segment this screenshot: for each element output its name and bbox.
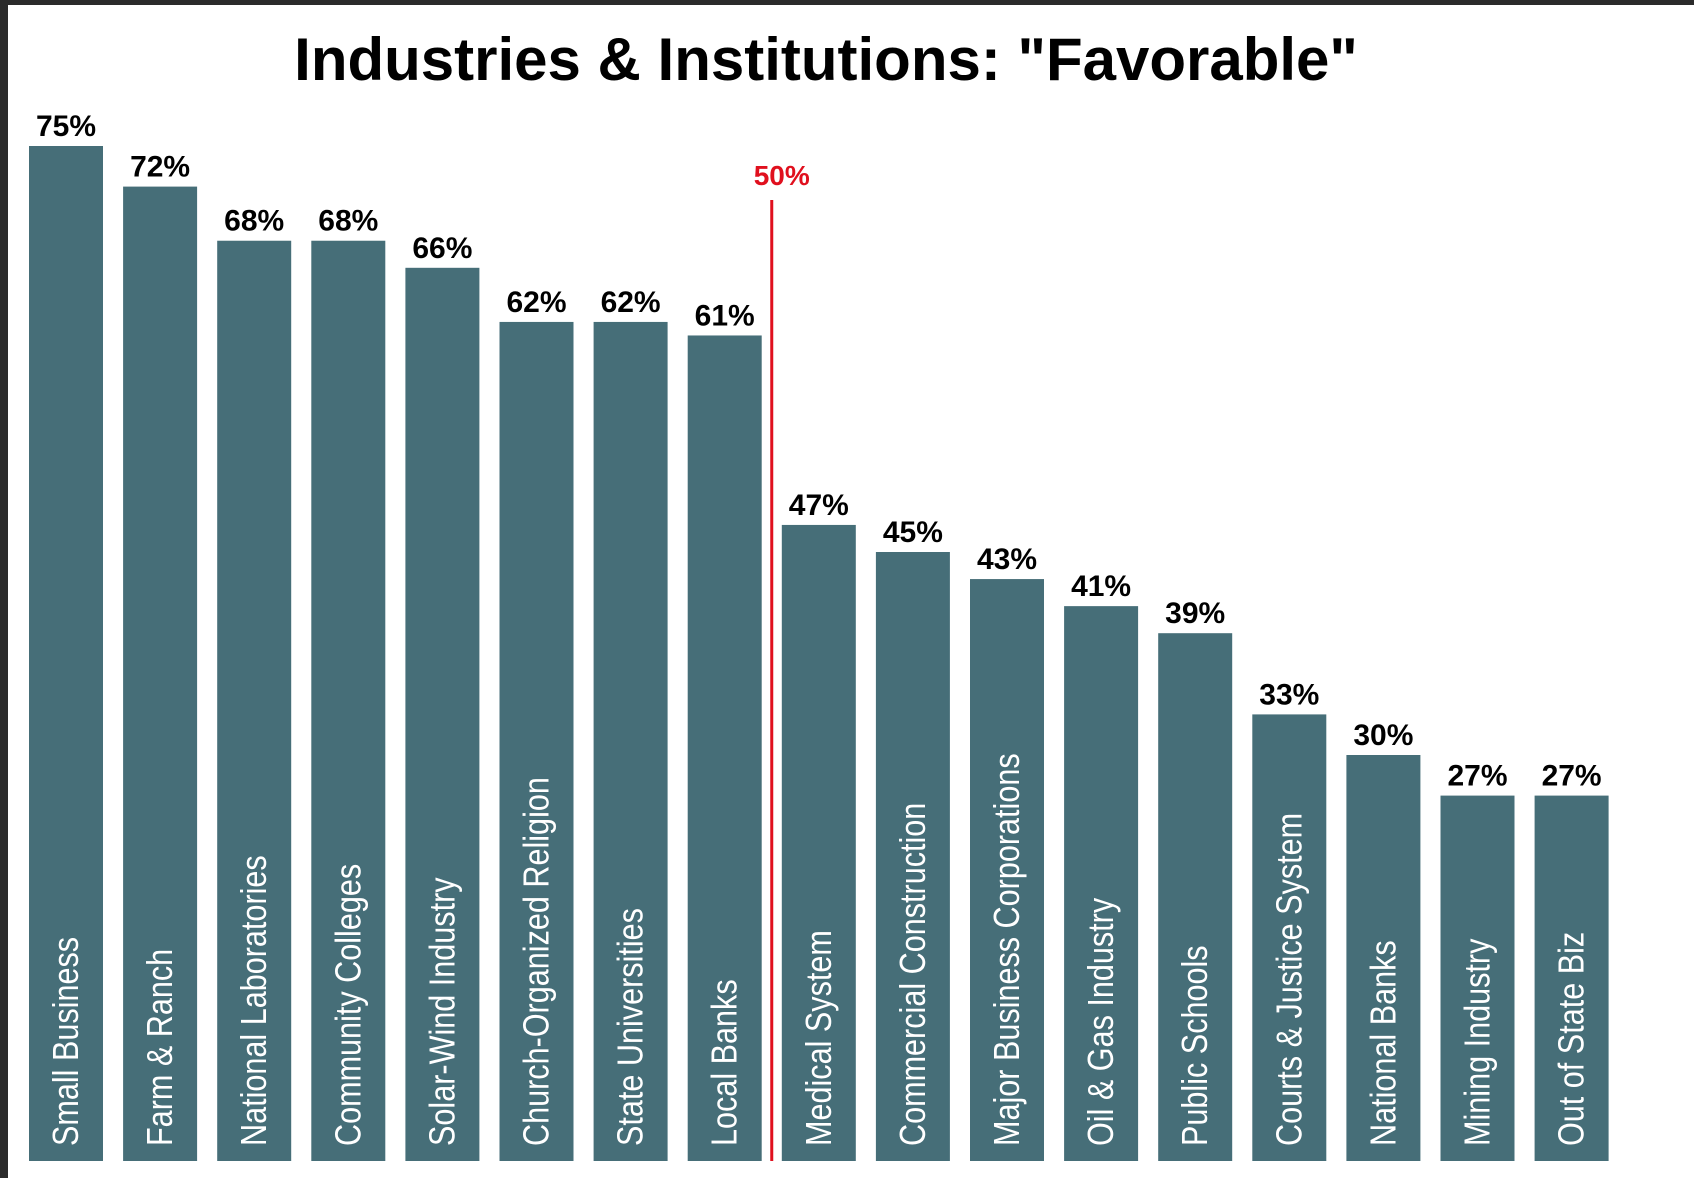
bar bbox=[123, 186, 198, 1162]
value-label: 66% bbox=[412, 232, 472, 265]
bar bbox=[217, 240, 292, 1161]
bar bbox=[1440, 795, 1515, 1161]
value-label: 75% bbox=[36, 110, 96, 143]
category-label: National Banks bbox=[1364, 940, 1404, 1146]
category-label: Public Schools bbox=[1176, 945, 1216, 1146]
value-label: 47% bbox=[789, 489, 849, 522]
reference-label: 50% bbox=[754, 160, 810, 191]
bar bbox=[781, 524, 856, 1161]
category-label: State Universities bbox=[611, 908, 651, 1146]
category-label: Courts & Justice System bbox=[1270, 813, 1310, 1146]
category-label: Out of State Biz bbox=[1552, 932, 1592, 1146]
value-label: 33% bbox=[1259, 678, 1319, 711]
value-label: 72% bbox=[130, 151, 190, 184]
bar bbox=[1158, 633, 1233, 1161]
value-label: 43% bbox=[977, 543, 1037, 576]
value-label: 68% bbox=[224, 205, 284, 238]
category-label: National Laboratories bbox=[235, 855, 275, 1146]
bar bbox=[499, 321, 574, 1161]
bar bbox=[1534, 795, 1609, 1161]
bar bbox=[687, 335, 762, 1161]
category-label: Solar-Wind Industry bbox=[423, 877, 463, 1146]
bar bbox=[29, 146, 103, 1161]
bar bbox=[1346, 755, 1421, 1161]
bar bbox=[1064, 606, 1139, 1161]
chart-title: Industries & Institutions: "Favorable" bbox=[294, 26, 1358, 93]
value-label: 41% bbox=[1071, 570, 1131, 603]
value-label: 27% bbox=[1447, 760, 1507, 793]
value-label: 30% bbox=[1353, 719, 1413, 752]
value-label: 62% bbox=[506, 286, 566, 319]
category-label: Commercial Construction bbox=[894, 803, 934, 1146]
category-label: Oil & Gas Industry bbox=[1082, 898, 1122, 1146]
bar bbox=[405, 267, 480, 1161]
category-label: Mining Industry bbox=[1458, 938, 1498, 1146]
bar bbox=[593, 321, 668, 1161]
value-label: 62% bbox=[601, 286, 661, 319]
bar bbox=[1252, 714, 1327, 1161]
category-label: Farm & Ranch bbox=[141, 949, 181, 1146]
value-label: 68% bbox=[318, 205, 378, 238]
category-label: Small Business bbox=[47, 937, 87, 1146]
category-label: Local Banks bbox=[705, 979, 745, 1146]
value-label: 27% bbox=[1542, 760, 1602, 793]
category-label: Major Business Corporations bbox=[988, 753, 1028, 1146]
category-label: Community Colleges bbox=[329, 864, 369, 1146]
category-label: Medical System bbox=[800, 930, 840, 1146]
bar bbox=[970, 579, 1044, 1161]
bar bbox=[311, 240, 386, 1161]
category-label: Church-Organized Religion bbox=[517, 777, 557, 1146]
value-label: 61% bbox=[695, 299, 755, 332]
value-label: 45% bbox=[883, 516, 943, 549]
bar bbox=[875, 552, 950, 1161]
value-label: 39% bbox=[1165, 597, 1225, 630]
